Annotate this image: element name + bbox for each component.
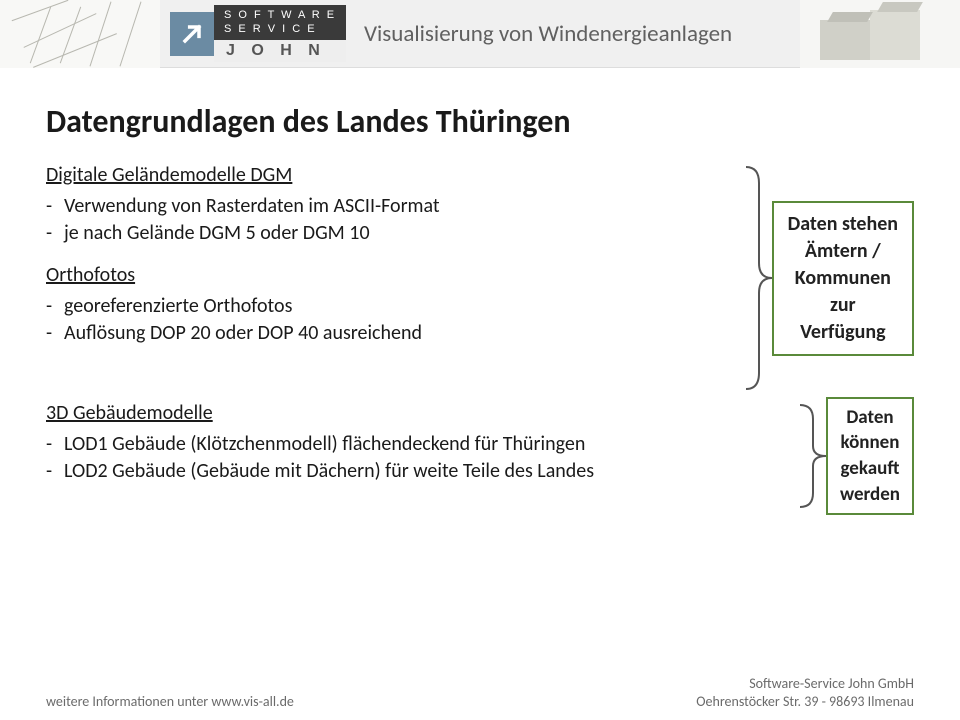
footer-address: Oehrenstöcker Str. 39 - 98693 Ilmenau (696, 693, 914, 711)
section-list-3d: LOD1 Gebäude (Klötzchenmodell) flächende… (46, 431, 786, 485)
footer-company: Software-Service John GmbH (696, 675, 914, 693)
section-head-3d: 3D Gebäudemodelle (46, 401, 786, 425)
list-item: Auflösung DOP 20 oder DOP 40 ausreichend (46, 320, 732, 347)
slide-body: Datengrundlagen des Landes Thüringen Dig… (0, 68, 960, 521)
left-column: Digitale Geländemodelle DGM Verwendung v… (46, 163, 732, 363)
callout-box-2: Daten können gekauft werden (826, 397, 914, 516)
callout-line: Kommunen (788, 265, 898, 292)
callout-line: Daten stehen (788, 211, 898, 238)
callout-line: werden (840, 482, 900, 508)
company-logo: S O F T W A R E S E R V I C E J O H N (170, 5, 346, 63)
logo-line1: S O F T W A R E (224, 9, 336, 23)
section-head-ortho: Orthofotos (46, 263, 732, 287)
footer: weitere Informationen unter www.vis-all.… (0, 675, 960, 710)
footer-left: weitere Informationen unter www.vis-all.… (46, 693, 294, 710)
footer-right: Software-Service John GmbH Oehrenstöcker… (696, 675, 914, 710)
callout-line: gekauft (840, 456, 900, 482)
header-building-sketch (800, 0, 960, 68)
section-list-ortho: georeferenzierte Orthofotos Auflösung DO… (46, 293, 732, 347)
left-column-2: 3D Gebäudemodelle LOD1 Gebäude (Klötzche… (46, 401, 786, 501)
list-item: georeferenzierte Orthofotos (46, 293, 732, 320)
list-item: Verwendung von Rasterdaten im ASCII-Form… (46, 193, 732, 220)
list-item: je nach Gelände DGM 5 oder DGM 10 (46, 220, 732, 247)
header-map-sketch (0, 0, 160, 68)
callout-group-2: Daten können gekauft werden (800, 401, 914, 511)
callout-line: können (840, 430, 900, 456)
logo-john: J O H N (214, 40, 346, 62)
logo-arrow-icon (170, 12, 214, 56)
bracket-icon (800, 401, 826, 511)
callout-line: Ämtern / (788, 238, 898, 265)
logo-text-lines: S O F T W A R E S E R V I C E (214, 5, 346, 41)
list-item: LOD1 Gebäude (Klötzchenmodell) flächende… (46, 431, 786, 458)
callout-line: zur (788, 292, 898, 319)
slide-subtitle: Visualisierung von Windenergieanlagen (346, 20, 800, 48)
logo-line2: S E R V I C E (224, 23, 336, 37)
section-list-dgm: Verwendung von Rasterdaten im ASCII-Form… (46, 193, 732, 247)
callout-box-1: Daten stehen Ämtern / Kommunen zur Verfü… (772, 201, 914, 356)
bracket-icon (746, 163, 772, 393)
callout-line: Verfügung (788, 319, 898, 346)
callout-line: Daten (840, 405, 900, 431)
section-head-dgm: Digitale Geländemodelle DGM (46, 163, 732, 187)
page-title: Datengrundlagen des Landes Thüringen (46, 102, 914, 141)
list-item: LOD2 Gebäude (Gebäude mit Dächern) für w… (46, 458, 786, 485)
callout-group-1: Daten stehen Ämtern / Kommunen zur Verfü… (746, 163, 914, 393)
header-bar: S O F T W A R E S E R V I C E J O H N Vi… (0, 0, 960, 68)
